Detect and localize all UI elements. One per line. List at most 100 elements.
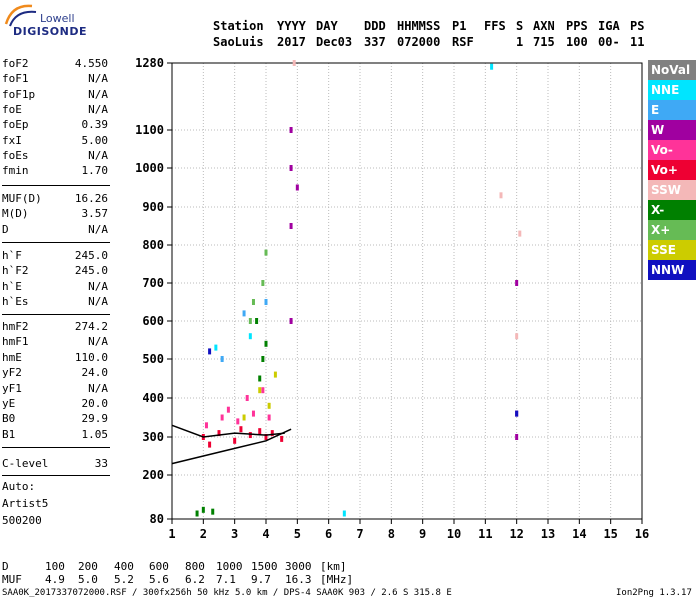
param-value: N/A	[88, 72, 108, 86]
echo-mark-w	[289, 223, 293, 229]
legend-item: X-	[648, 200, 696, 220]
y-tick-label: 200	[142, 468, 164, 482]
y-tick-label: 1280	[135, 56, 164, 70]
param-value: N/A	[88, 148, 108, 162]
echo-mark-x-	[248, 318, 252, 324]
echo-mark-e	[220, 356, 224, 362]
param-row: fmin 1.70	[2, 164, 108, 179]
x-tick-label: 4	[262, 527, 269, 541]
digisonde-logo-icon	[4, 4, 37, 27]
echo-mark-w	[515, 434, 519, 440]
echo-mark-e	[242, 310, 246, 317]
logo-text-lowell: Lowell	[40, 12, 75, 25]
param-name: foF1	[2, 72, 29, 86]
param-value: 1.70	[81, 164, 109, 178]
muf-value: 7.1	[216, 573, 236, 586]
param-row: yF1 N/A	[2, 382, 108, 397]
chart-grid	[167, 62, 643, 524]
echo-mark-vo-	[245, 395, 249, 401]
legend-item: SSE	[648, 240, 696, 260]
param-value: 3.57	[81, 207, 109, 221]
header-label-p1: P1	[452, 19, 467, 33]
param-name: C-level	[2, 457, 49, 470]
param-value: N/A	[88, 335, 108, 349]
header-label-s: S	[516, 19, 524, 33]
header-value-ddd: 337	[364, 35, 386, 49]
param-value: 0.39	[81, 118, 109, 132]
header-label-ffs: FFS	[484, 19, 506, 33]
echo-mark-sse	[242, 414, 246, 421]
muf-value: 5.0	[78, 573, 98, 586]
x-tick-label: 2	[200, 527, 207, 541]
param-name: yE	[2, 397, 16, 410]
param-row: foE N/A	[2, 103, 108, 118]
param-row: fxI 5.00	[2, 134, 108, 149]
y-tick-label: 700	[142, 276, 164, 290]
param-name: h`F2	[2, 264, 29, 278]
param-value: N/A	[88, 87, 108, 101]
echo-mark-x-	[264, 249, 268, 256]
distance-value: 600	[149, 560, 169, 573]
echo-mark-x-	[251, 299, 255, 305]
param-row: MUF(D) 16.26	[2, 192, 108, 207]
legend-item: W	[648, 120, 696, 140]
muf-value: 5.2	[114, 573, 134, 586]
param-value: N/A	[88, 222, 108, 236]
x-tick-label: 14	[572, 527, 586, 541]
distance-value: 400	[114, 560, 134, 573]
echo-mark-vo-	[251, 410, 255, 417]
param-value: N/A	[88, 102, 108, 116]
echo-mark-vo-	[226, 406, 230, 413]
distance-value: 200	[78, 560, 98, 573]
muf-value: 16.3	[285, 573, 312, 586]
echo-mark-vo-	[248, 432, 252, 439]
header-value-iga: 00-	[598, 35, 620, 49]
x-tick-label: 10	[447, 527, 461, 541]
y-tick-label: 300	[142, 430, 164, 444]
param-name: foF2	[2, 57, 29, 70]
param-name: foEs	[2, 148, 29, 162]
y-tick-label: 500	[142, 352, 164, 366]
y-tick-label: 800	[142, 238, 164, 252]
param-name: foEp	[2, 118, 29, 132]
param-name: MUF(D)	[2, 192, 42, 205]
file-info-line: SAA0K_2017337072000.RSF / 300fx256h 50 k…	[2, 588, 452, 598]
echo-mark-x-	[264, 340, 268, 347]
param-row: B0 29.9	[2, 412, 108, 427]
param-name: hmE	[2, 350, 22, 364]
echo-mark-w	[289, 127, 293, 133]
muf-value: 6.2	[185, 573, 205, 586]
echo-mark-vo-	[280, 435, 284, 442]
echo-mark-e	[264, 299, 268, 305]
param-name: yF2	[2, 366, 22, 380]
profile-trace	[171, 428, 292, 465]
x-tick-label: 3	[231, 527, 238, 541]
param-separator	[2, 185, 110, 186]
param-value: 24.0	[81, 366, 109, 380]
echo-mark-sse	[267, 402, 271, 409]
param-name: fmin	[2, 164, 29, 178]
echo-mark-vo-	[258, 428, 262, 435]
param-value: N/A	[88, 279, 108, 293]
echo-mark-w	[289, 318, 293, 324]
echo-mark-x-	[261, 280, 265, 286]
plot-frame	[171, 62, 643, 520]
legend-item: NoVal	[648, 60, 696, 80]
autoscale-label: Auto:	[2, 480, 36, 493]
echo-mark-nne	[490, 63, 494, 70]
x-tick-label: 6	[325, 527, 332, 541]
echo-mark-vo-	[217, 430, 221, 437]
param-row: yF2 24.0	[2, 366, 108, 381]
param-name: hmF1	[2, 335, 29, 349]
param-value: N/A	[88, 381, 108, 395]
echo-mark-w	[289, 165, 293, 171]
echo-mark-vo-	[236, 418, 240, 425]
muf-value: 5.6	[149, 573, 169, 586]
distance-value: 1000	[216, 560, 243, 573]
param-row: B1 1.05	[2, 428, 108, 443]
echo-mark-ssw	[292, 60, 296, 66]
echo-mark-x-	[258, 375, 262, 382]
header-value-ps: 11	[630, 35, 645, 49]
echo-mark-x-	[255, 318, 259, 324]
